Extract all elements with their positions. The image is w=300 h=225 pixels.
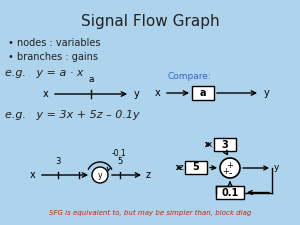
Text: 3: 3 [222,140,228,149]
FancyBboxPatch shape [214,138,236,151]
Text: Compare:: Compare: [168,72,212,81]
Circle shape [220,158,240,178]
Text: 5: 5 [193,162,200,173]
Text: z: z [178,163,183,172]
Text: -: - [228,168,232,178]
Text: • nodes : variables: • nodes : variables [8,38,100,48]
Text: 3: 3 [55,157,60,166]
Text: x: x [154,88,160,98]
Text: x: x [42,89,48,99]
Text: +: + [226,160,233,169]
Text: x: x [207,140,212,149]
Text: e.g.   y = a · x: e.g. y = a · x [5,68,83,78]
Circle shape [92,167,108,183]
Text: +: + [223,166,230,176]
Text: z: z [146,170,151,180]
FancyBboxPatch shape [185,161,207,174]
Text: Signal Flow Graph: Signal Flow Graph [81,14,219,29]
Text: 5: 5 [117,157,123,166]
FancyBboxPatch shape [216,186,244,199]
Text: y: y [274,164,279,173]
Text: e.g.   y = 3x + 5z – 0.1y: e.g. y = 3x + 5z – 0.1y [5,110,140,120]
Text: y: y [98,171,102,180]
Text: a: a [88,75,94,84]
Text: a: a [200,88,206,98]
Text: • branches : gains: • branches : gains [8,52,98,62]
Text: -0.1: -0.1 [112,148,127,157]
Text: SFG is equivalent to, but may be simpler than, block diag: SFG is equivalent to, but may be simpler… [49,210,251,216]
Text: y: y [264,88,270,98]
FancyBboxPatch shape [192,86,214,100]
Text: 0.1: 0.1 [221,187,239,198]
Text: y: y [134,89,140,99]
Text: x: x [29,170,35,180]
